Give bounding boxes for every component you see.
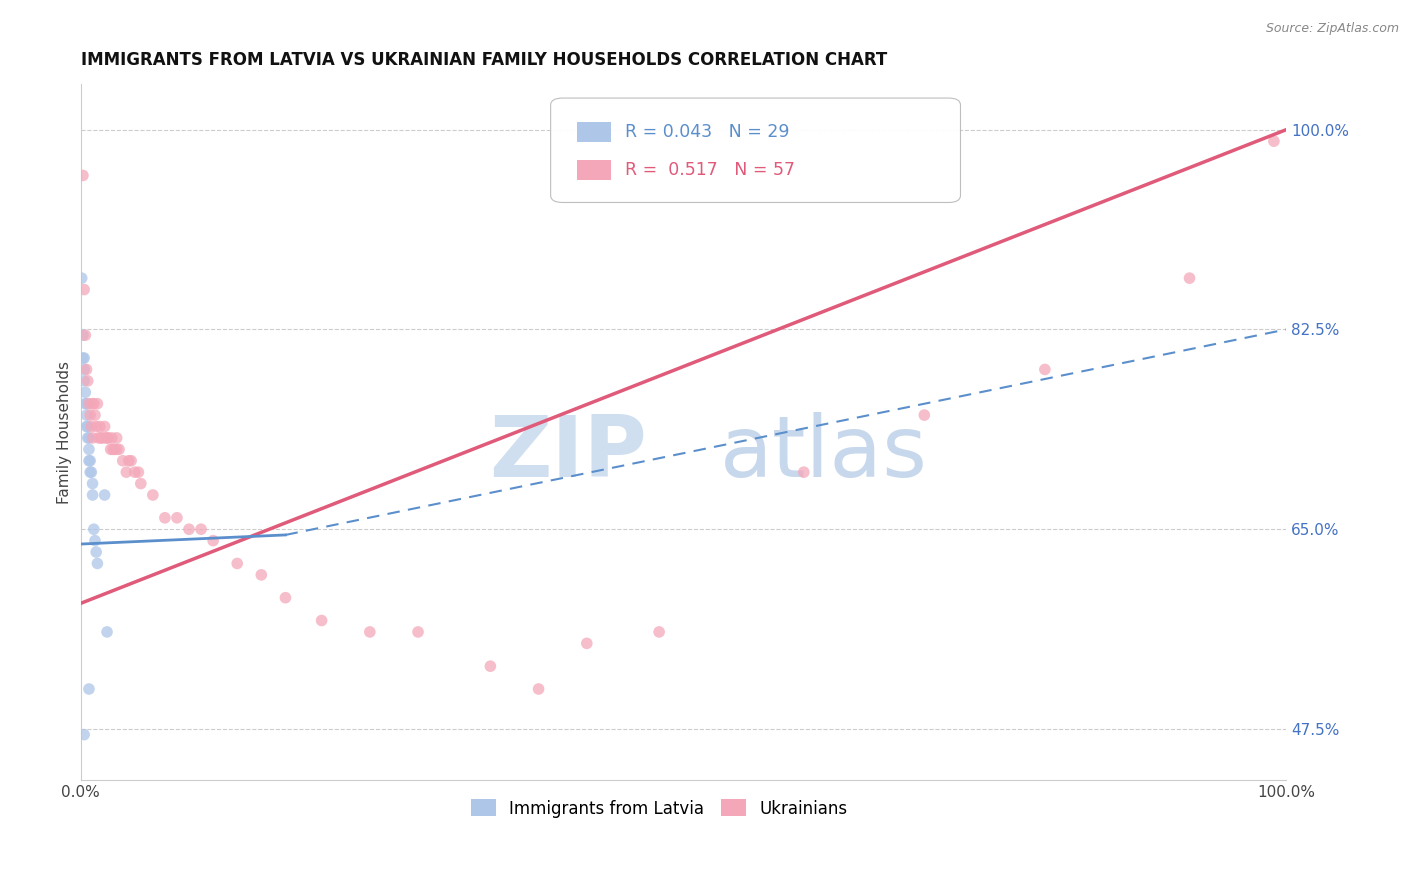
Point (75, 328, 97, 343)
Point (1033, 362, 1056, 376)
FancyBboxPatch shape (576, 122, 612, 142)
Point (153, 511, 176, 525)
Text: R = 0.043   N = 29: R = 0.043 N = 29 (626, 123, 790, 141)
Point (1178, 271, 1201, 285)
Point (648, 624, 671, 639)
Point (129, 476, 152, 491)
Point (250, 567, 273, 582)
Point (84, 533, 107, 548)
Point (97, 431, 120, 445)
Point (91, 431, 114, 445)
Point (479, 659, 502, 673)
Point (76, 362, 98, 376)
Point (77, 454, 100, 468)
Point (73, 374, 96, 388)
Y-axis label: Family Households: Family Households (58, 360, 72, 504)
Point (90, 431, 112, 445)
Point (76, 374, 98, 388)
Point (406, 624, 429, 639)
Point (105, 442, 128, 457)
Point (76, 408, 98, 422)
Point (75, 385, 97, 400)
Text: Source: ZipAtlas.com: Source: ZipAtlas.com (1265, 22, 1399, 36)
Point (82, 476, 104, 491)
Point (86, 557, 108, 571)
Point (77, 397, 100, 411)
Point (76, 419, 98, 434)
Point (77, 681, 100, 696)
Point (120, 454, 142, 468)
Point (72, 328, 94, 343)
Point (575, 636, 598, 650)
Point (79, 454, 101, 468)
Point (793, 465, 815, 479)
Point (202, 533, 225, 548)
Point (79, 465, 101, 479)
Point (103, 442, 125, 457)
Point (80, 419, 103, 434)
Point (76, 431, 98, 445)
Point (76, 419, 98, 434)
Point (115, 465, 138, 479)
Point (226, 557, 249, 571)
Legend: Immigrants from Latvia, Ukrainians: Immigrants from Latvia, Ukrainians (464, 793, 853, 824)
Text: ZIP: ZIP (489, 411, 647, 494)
Point (108, 442, 131, 457)
Point (111, 454, 134, 468)
Point (86, 397, 108, 411)
Point (73, 362, 96, 376)
Text: R =  0.517   N = 57: R = 0.517 N = 57 (626, 161, 796, 179)
Point (82, 488, 104, 502)
Point (84, 545, 107, 559)
Point (1263, 134, 1285, 148)
Point (82, 397, 104, 411)
Point (83, 397, 105, 411)
Point (84, 419, 107, 434)
Point (177, 522, 200, 536)
Point (118, 454, 141, 468)
Point (166, 511, 188, 525)
Point (77, 431, 100, 445)
Point (96, 431, 118, 445)
Point (101, 442, 124, 457)
Point (127, 465, 149, 479)
Point (94, 431, 117, 445)
Point (101, 431, 124, 445)
Point (87, 431, 110, 445)
Point (274, 591, 297, 605)
Point (93, 419, 115, 434)
Point (70, 271, 93, 285)
Point (311, 614, 333, 628)
FancyBboxPatch shape (551, 98, 960, 202)
Text: IMMIGRANTS FROM LATVIA VS UKRAINIAN FAMILY HOUSEHOLDS CORRELATION CHART: IMMIGRANTS FROM LATVIA VS UKRAINIAN FAMI… (80, 51, 887, 69)
Point (359, 624, 381, 639)
Point (73, 351, 96, 365)
Point (89, 419, 111, 434)
FancyBboxPatch shape (576, 161, 612, 180)
Point (75, 397, 97, 411)
Point (96, 624, 118, 639)
Point (124, 465, 146, 479)
Point (72, 351, 94, 365)
Point (142, 488, 165, 502)
Point (105, 431, 128, 445)
Point (82, 431, 104, 445)
Point (79, 408, 101, 422)
Point (100, 442, 122, 457)
Point (93, 488, 115, 502)
Point (76, 397, 98, 411)
Point (527, 681, 550, 696)
Point (77, 442, 100, 457)
Point (73, 728, 96, 742)
Text: atlas: atlas (720, 411, 928, 494)
Point (912, 408, 935, 422)
Point (83, 522, 105, 536)
Point (84, 408, 107, 422)
Point (190, 522, 212, 536)
Point (72, 169, 94, 183)
Point (80, 465, 103, 479)
Point (73, 283, 96, 297)
